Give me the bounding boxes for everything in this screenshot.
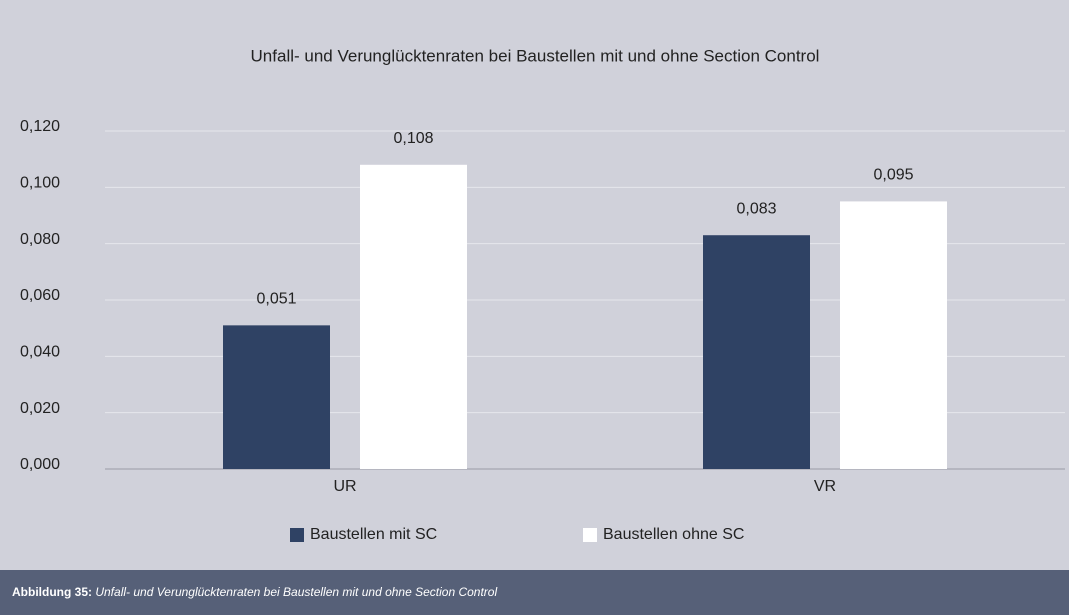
y-tick-label: 0,000 bbox=[20, 456, 60, 473]
x-tick-label: UR bbox=[333, 478, 356, 495]
value-label: 0,083 bbox=[736, 200, 776, 217]
value-label: 0,095 bbox=[873, 167, 913, 184]
y-tick-label: 0,020 bbox=[20, 400, 60, 417]
caption: Abbildung 35: Unfall- und Verunglücktenr… bbox=[0, 570, 1069, 615]
y-tick-label: 0,040 bbox=[20, 344, 60, 361]
legend-label: Baustellen mit SC bbox=[310, 526, 437, 543]
bar bbox=[223, 325, 330, 469]
legend-swatch bbox=[290, 528, 304, 542]
value-label: 0,051 bbox=[256, 291, 296, 308]
chart-title: Unfall- und Verunglücktenraten bei Baust… bbox=[251, 46, 820, 65]
caption-label: Abbildung 35: bbox=[12, 585, 92, 599]
x-tick-label: VR bbox=[814, 478, 836, 495]
value-label: 0,108 bbox=[393, 130, 433, 147]
bar bbox=[360, 164, 467, 470]
y-tick-label: 0,060 bbox=[20, 287, 60, 304]
legend-label: Baustellen ohne SC bbox=[603, 526, 744, 543]
y-tick-label: 0,100 bbox=[20, 175, 60, 192]
caption-text: Unfall- und Verunglücktenraten bei Baust… bbox=[95, 585, 498, 599]
bar bbox=[703, 235, 810, 469]
legend-swatch bbox=[583, 528, 597, 542]
y-tick-label: 0,080 bbox=[20, 231, 60, 248]
y-tick-label: 0,120 bbox=[20, 118, 60, 135]
bar bbox=[840, 201, 947, 469]
chart: Unfall- und Verunglücktenraten bei Baust… bbox=[0, 0, 1069, 570]
